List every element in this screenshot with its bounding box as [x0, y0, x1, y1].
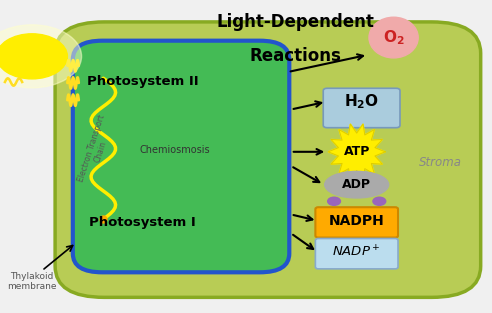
Text: Reactions: Reactions	[249, 47, 341, 65]
Text: Stroma: Stroma	[419, 156, 462, 169]
Circle shape	[0, 34, 67, 79]
Text: $\mathbf{H_2O}$: $\mathbf{H_2O}$	[344, 92, 379, 111]
Text: Photosystem I: Photosystem I	[90, 216, 196, 229]
FancyBboxPatch shape	[315, 207, 398, 238]
Ellipse shape	[0, 25, 82, 88]
Circle shape	[328, 197, 340, 205]
Ellipse shape	[325, 172, 389, 198]
Text: Chemiosmosis: Chemiosmosis	[139, 145, 210, 155]
Text: Thylakoid
membrane: Thylakoid membrane	[7, 272, 57, 291]
Text: Light-Dependent: Light-Dependent	[216, 13, 374, 31]
FancyBboxPatch shape	[55, 22, 481, 297]
Text: Electron Transport
Chain: Electron Transport Chain	[76, 114, 116, 187]
Text: Photosystem II: Photosystem II	[87, 75, 198, 88]
Text: $NADP^+$: $NADP^+$	[333, 244, 381, 259]
FancyBboxPatch shape	[323, 88, 400, 128]
Polygon shape	[328, 124, 385, 180]
Circle shape	[373, 197, 386, 205]
Ellipse shape	[369, 17, 418, 58]
FancyBboxPatch shape	[315, 239, 398, 269]
Text: ADP: ADP	[342, 178, 371, 191]
FancyBboxPatch shape	[73, 41, 289, 272]
Text: ATP: ATP	[343, 145, 370, 158]
Text: $\mathbf{O_2}$: $\mathbf{O_2}$	[383, 28, 404, 47]
Text: NADPH: NADPH	[329, 214, 385, 228]
